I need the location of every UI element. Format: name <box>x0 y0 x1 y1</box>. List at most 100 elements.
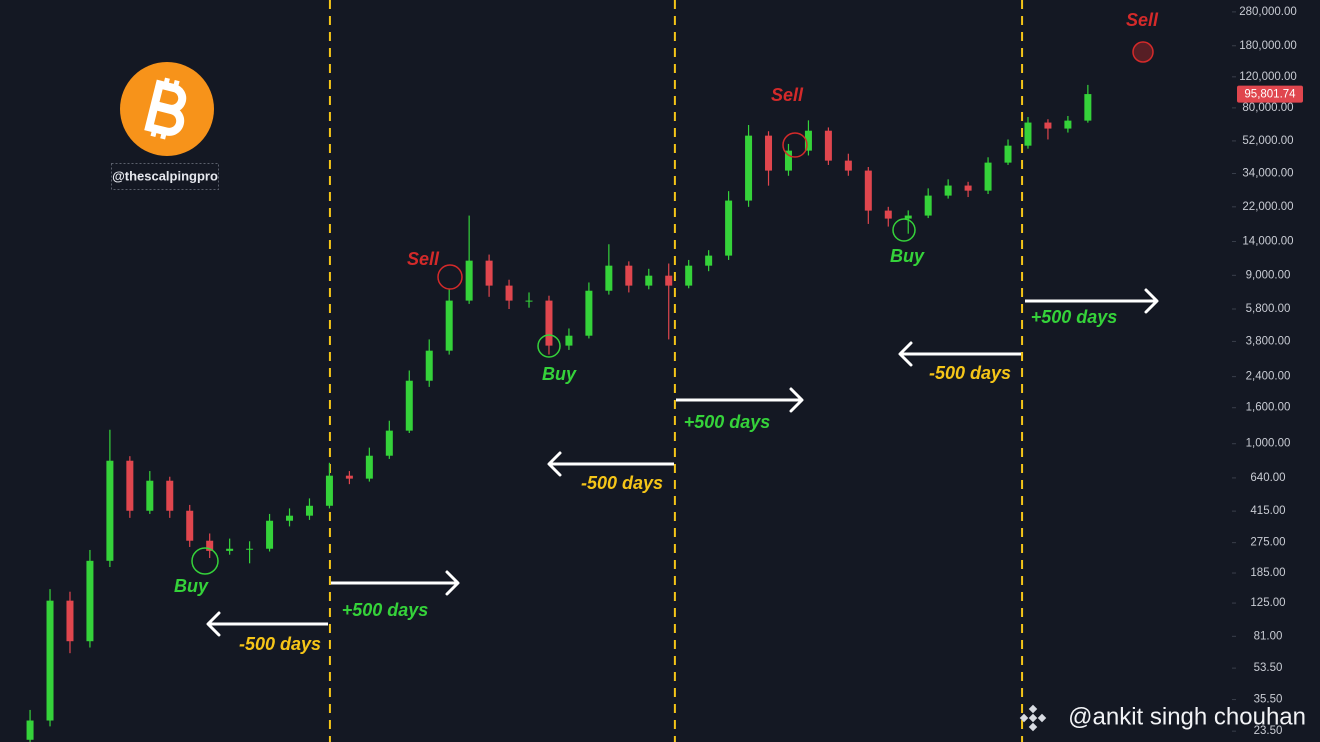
candle-body <box>485 260 493 286</box>
y-tick-label: 180,000.00 <box>1239 40 1297 52</box>
price-tag-label: 95,801.74 <box>1244 89 1296 101</box>
candle-body <box>126 460 134 511</box>
candle-body <box>445 300 453 351</box>
candle-body <box>286 515 294 521</box>
signal-label: Buy <box>542 364 577 384</box>
candle-body <box>305 505 313 516</box>
y-tick-label: 1,000.00 <box>1246 438 1291 450</box>
arrow-label: -500 days <box>581 473 663 493</box>
candle-body <box>1004 145 1012 163</box>
candle-body <box>246 548 254 550</box>
y-tick-label: 80,000.00 <box>1242 102 1293 114</box>
candle-body <box>106 460 114 561</box>
candle-body <box>924 195 932 216</box>
arrow-label: -500 days <box>929 363 1011 383</box>
y-tick-label: 125.00 <box>1250 597 1285 609</box>
candle-body <box>525 300 533 302</box>
bitcoin-logo <box>120 62 214 156</box>
watermark: @ankit singh chouhan <box>1068 703 1306 730</box>
y-tick-label: 81.00 <box>1254 630 1283 642</box>
candle-body <box>66 600 74 642</box>
arrow-head <box>547 451 562 477</box>
arrow-label: +500 days <box>342 600 429 620</box>
y-tick-label: 23.50 <box>1254 725 1283 737</box>
y-tick-label: 35.50 <box>1254 694 1283 706</box>
candle-body <box>665 275 673 286</box>
candle-body <box>345 475 353 479</box>
candle-body <box>545 300 553 346</box>
candle-body <box>505 285 513 301</box>
candle-body <box>1024 122 1032 146</box>
handle-box <box>111 163 219 190</box>
candle-body <box>884 210 892 219</box>
arrow-label: +500 days <box>1031 307 1118 327</box>
y-tick-label: 14,000.00 <box>1242 236 1293 248</box>
y-tick-label: 275.00 <box>1250 537 1285 549</box>
signal-circle <box>782 132 808 158</box>
arrow-head <box>1144 288 1159 314</box>
candle-body <box>1084 94 1092 121</box>
candle-body <box>166 480 174 511</box>
y-tick-label: 3,800.00 <box>1246 335 1291 347</box>
signal-label: Sell <box>771 85 804 105</box>
candle-body <box>425 350 433 381</box>
signal-circle <box>537 334 561 358</box>
candle-body <box>725 200 733 256</box>
y-tick-label: 9,000.00 <box>1246 269 1291 281</box>
y-tick-label: 640.00 <box>1250 472 1285 484</box>
y-tick-label: 120,000.00 <box>1239 71 1297 83</box>
arrow-label: -500 days <box>239 634 321 654</box>
candle-body <box>266 520 274 549</box>
candle-body <box>325 475 333 506</box>
candle-body <box>585 290 593 336</box>
candle-body <box>1064 120 1072 129</box>
candle-body <box>146 480 154 511</box>
candle-body <box>86 560 94 642</box>
handle: @thescalpingpro <box>112 168 218 183</box>
signal-label: Sell <box>1126 10 1159 30</box>
candle-body <box>206 540 214 551</box>
y-tick-label: 185.00 <box>1250 567 1285 579</box>
y-tick-label: 2,400.00 <box>1246 371 1291 383</box>
logo-b <box>144 79 187 136</box>
candle-body <box>645 275 653 286</box>
candle-body <box>964 185 972 191</box>
candle-body <box>565 335 573 346</box>
y-tick-label: 53.50 <box>1254 662 1283 674</box>
candle-body <box>405 380 413 431</box>
price-tag <box>1237 85 1303 103</box>
candle-body <box>705 255 713 266</box>
candle-body <box>824 130 832 161</box>
candle-body <box>46 600 54 721</box>
candle-body <box>745 135 753 201</box>
y-tick-label: 5,800.00 <box>1246 303 1291 315</box>
candle-body <box>1044 122 1052 129</box>
arrow-head <box>206 611 221 637</box>
candle-body <box>984 162 992 191</box>
logo-bars <box>150 77 180 140</box>
signal-label: Sell <box>407 249 440 269</box>
candle-body <box>864 170 872 211</box>
candle-body <box>804 130 812 151</box>
candle-body <box>784 150 792 171</box>
signal-circle <box>437 264 463 290</box>
candle-body <box>365 455 373 479</box>
y-tick-label: 22,000.00 <box>1242 201 1293 213</box>
candle-body <box>186 510 194 541</box>
logo-glyph <box>144 77 187 140</box>
y-tick-label: 52,000.00 <box>1242 135 1293 147</box>
y-tick-label: 280,000.00 <box>1239 6 1297 18</box>
y-tick-label: 34,000.00 <box>1242 168 1293 180</box>
arrow-label: +500 days <box>684 412 771 432</box>
candle-body <box>385 430 393 456</box>
signal-circle <box>1132 41 1154 63</box>
candle-body <box>904 215 912 219</box>
signal-circle <box>892 218 916 242</box>
y-tick-label: 415.00 <box>1250 505 1285 517</box>
candle-body <box>625 265 633 286</box>
y-tick-label: 1,600.00 <box>1246 402 1291 414</box>
candle-body <box>685 265 693 286</box>
